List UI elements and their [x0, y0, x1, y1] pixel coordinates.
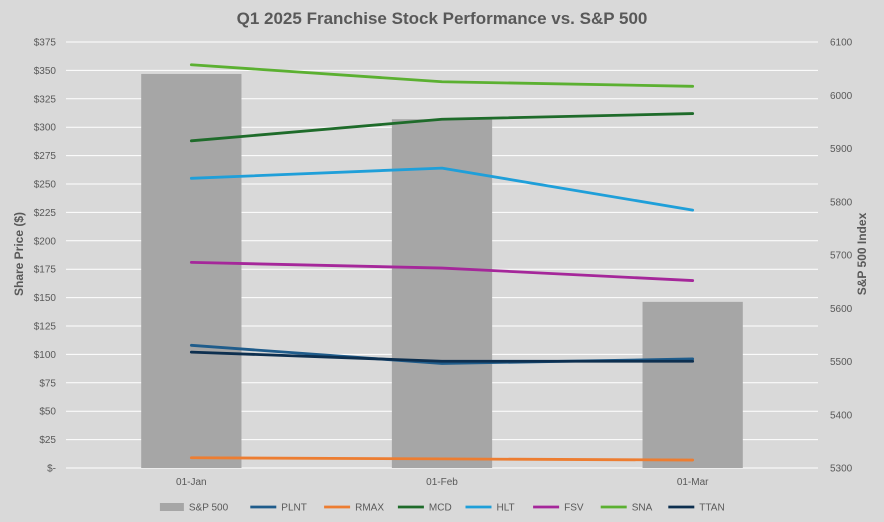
- line-sna: [189, 63, 695, 88]
- line-hlt: [189, 166, 695, 212]
- bar-series: [141, 73, 743, 469]
- x-tick-label: 01-Mar: [677, 477, 709, 488]
- left-tick-label: $350: [34, 66, 57, 77]
- right-tick-label: 6100: [830, 38, 853, 49]
- left-tick-label: $275: [34, 151, 57, 162]
- legend-label: TTAN: [699, 503, 724, 514]
- bar-sp500: [642, 301, 743, 468]
- right-tick-label: 5600: [830, 304, 853, 315]
- left-tick-label: $50: [39, 407, 56, 418]
- left-tick-label: $375: [34, 38, 57, 49]
- line-rmax: [189, 456, 695, 462]
- left-tick-label: $200: [34, 236, 57, 247]
- bar-sp500: [391, 119, 493, 469]
- right-tick-label: 5900: [830, 144, 853, 155]
- line-fsv: [189, 260, 695, 282]
- left-axis-title: Share Price ($): [12, 212, 26, 296]
- chart-title: Q1 2025 Franchise Stock Performance vs. …: [237, 9, 648, 28]
- right-tick-label: 6000: [830, 91, 853, 102]
- left-tick-label: $75: [39, 378, 56, 389]
- left-tick-label: $-: [47, 464, 56, 475]
- left-tick-label: $100: [34, 350, 57, 361]
- right-axis-ticks: 5300 5400 5500 5600 5700 5800 5900 6000 6100: [830, 38, 853, 475]
- line-mcd: [189, 112, 695, 143]
- right-tick-label: 5700: [830, 251, 853, 262]
- line-series-group: [189, 63, 695, 462]
- left-tick-label: $125: [34, 322, 57, 333]
- right-axis-title: S&P 500 Index: [855, 212, 869, 295]
- right-tick-label: 5300: [830, 464, 853, 475]
- legend-label: MCD: [429, 503, 452, 514]
- left-tick-label: $300: [34, 123, 57, 134]
- right-tick-label: 5500: [830, 357, 853, 368]
- bar-sp500: [141, 73, 242, 468]
- legend-label: HLT: [497, 503, 515, 514]
- left-axis-ticks: $- $25 $50 $75 $100 $125 $150 $175 $200 $225 $250 $…: [34, 38, 57, 475]
- right-tick-label: 5400: [830, 410, 853, 421]
- legend-label: S&P 500: [189, 503, 229, 514]
- right-tick-label: 5800: [830, 197, 853, 208]
- legend-label: RMAX: [355, 503, 384, 514]
- left-tick-label: $225: [34, 208, 57, 219]
- x-tick-label: 01-Feb: [426, 477, 458, 488]
- legend: S&P 500 PLNT RMAX MCD HLT FSV SNA TTAN: [159, 503, 725, 514]
- legend-label: FSV: [564, 503, 584, 514]
- left-tick-label: $25: [39, 435, 56, 446]
- legend-swatch: [159, 503, 184, 511]
- left-tick-label: $325: [34, 94, 57, 105]
- legend-label: SNA: [632, 503, 653, 514]
- legend-label: PLNT: [281, 503, 307, 514]
- left-tick-label: $150: [34, 293, 57, 304]
- x-tick-label: 01-Jan: [176, 477, 207, 488]
- line-ttan: [189, 350, 695, 363]
- x-axis-ticks: 01-Jan 01-Feb 01-Mar: [176, 477, 709, 488]
- left-tick-label: $250: [34, 180, 57, 191]
- left-tick-label: $175: [34, 265, 57, 276]
